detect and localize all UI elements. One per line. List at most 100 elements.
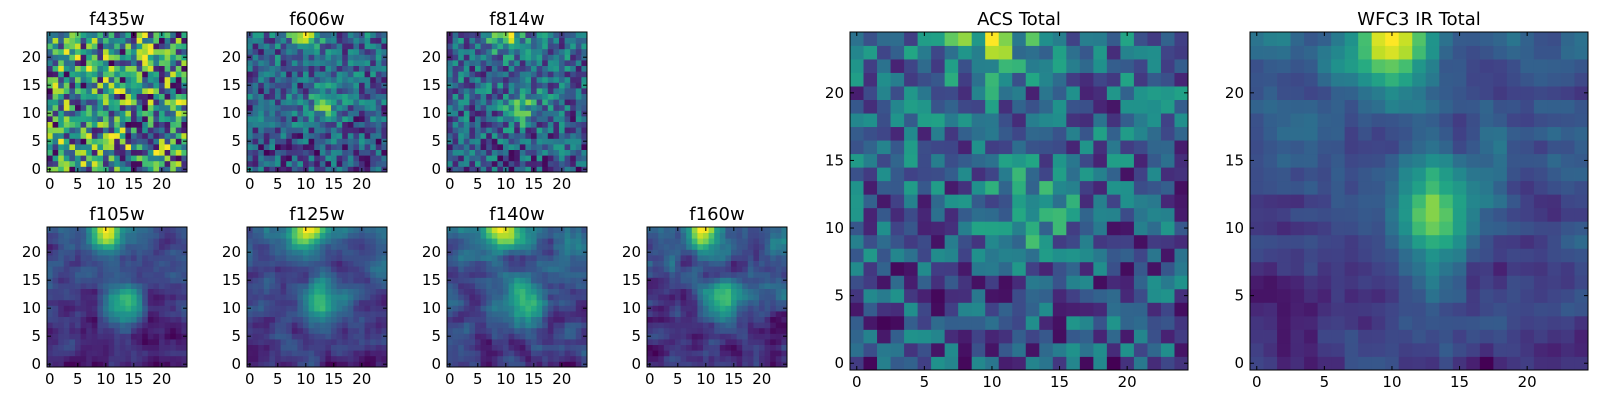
heatmap-cell — [931, 302, 946, 317]
heatmap-cell — [153, 294, 160, 301]
heatmap-cell — [347, 305, 354, 312]
heatmap-cell — [258, 82, 265, 89]
heatmap-cell — [508, 54, 515, 61]
heatmap-cell — [581, 238, 588, 245]
heatmap-cell — [97, 288, 104, 295]
heatmap-cell — [103, 283, 109, 289]
heatmap-cell — [547, 43, 554, 50]
heatmap-cell — [258, 355, 265, 362]
heatmap-cell — [658, 361, 665, 368]
heatmap-cell — [181, 227, 188, 233]
heatmap-cell — [314, 260, 321, 267]
heatmap-cell — [703, 355, 709, 362]
heatmap-cell — [364, 93, 371, 100]
heatmap-cell — [297, 255, 304, 261]
heatmap-cell — [1012, 315, 1027, 330]
heatmap-cell — [1120, 329, 1135, 344]
heatmap-cell — [269, 322, 276, 329]
heatmap-cell — [314, 166, 321, 173]
heatmap-cell — [486, 322, 493, 329]
heatmap-cell — [108, 227, 115, 233]
heatmap-cell — [319, 48, 326, 55]
heatmap-cell — [58, 238, 65, 245]
heatmap-cell — [486, 255, 493, 261]
heatmap-cell — [480, 138, 487, 145]
heatmap-cell — [325, 160, 332, 167]
heatmap-cell — [375, 283, 382, 289]
heatmap-cell — [280, 271, 287, 278]
heatmap-cell — [742, 288, 749, 295]
heatmap-cell — [375, 116, 382, 122]
heatmap-cell — [325, 294, 332, 301]
heatmap-cell — [508, 104, 515, 111]
heatmap-cell — [303, 116, 309, 122]
heatmap-cell — [325, 82, 332, 89]
heatmap-cell — [114, 32, 121, 38]
heatmap-cell — [69, 305, 76, 312]
heatmap-cell — [570, 243, 577, 250]
heatmap-cell — [308, 238, 315, 245]
heatmap-cell — [514, 132, 521, 139]
heatmap-cell — [119, 305, 126, 312]
heatmap-cell — [559, 339, 565, 345]
heatmap-cell — [564, 249, 571, 256]
heatmap-cell — [542, 116, 549, 122]
heatmap-cell — [944, 180, 959, 195]
heatmap-cell — [252, 37, 259, 44]
heatmap-cell — [258, 361, 265, 368]
heatmap-cell — [91, 144, 98, 150]
heatmap-cell — [463, 166, 470, 173]
heatmap-cell — [347, 283, 354, 289]
heatmap-cell — [80, 305, 87, 312]
heatmap-cell — [252, 121, 259, 128]
heatmap-cell — [159, 316, 165, 323]
heatmap-cell — [675, 339, 681, 345]
heatmap-cell — [342, 350, 349, 357]
heatmap-cell — [747, 361, 754, 368]
heatmap-cell — [52, 294, 59, 301]
heatmap-cell — [319, 60, 326, 66]
heatmap-cell — [303, 93, 309, 100]
heatmap-cell — [80, 82, 87, 89]
heatmap-cell — [447, 299, 453, 306]
heatmap-cell — [491, 144, 498, 150]
heatmap-cell — [247, 294, 253, 301]
heatmap-cell — [703, 288, 709, 295]
heatmap-cell — [447, 266, 453, 273]
heatmap-cell — [480, 121, 487, 128]
heatmap-cell — [131, 65, 137, 72]
heatmap-cell — [58, 350, 65, 357]
heatmap-cell — [917, 167, 932, 182]
heatmap-cell — [91, 166, 98, 173]
heatmap-cell — [742, 271, 749, 278]
heatmap-cell — [531, 127, 537, 134]
heatmap-cell — [353, 32, 360, 38]
heatmap-cell — [153, 333, 160, 340]
heatmap-cell — [1174, 167, 1189, 182]
heatmap-cell — [669, 260, 676, 267]
heatmap-cell — [775, 311, 782, 317]
heatmap-cell — [463, 155, 470, 162]
heatmap-cell — [252, 266, 259, 273]
heatmap-cell — [486, 82, 493, 89]
heatmap-cell — [497, 344, 504, 351]
heatmap-cell — [108, 316, 115, 323]
heatmap-cell — [286, 277, 293, 284]
heatmap-cell — [359, 355, 365, 362]
heatmap-cell — [114, 166, 121, 173]
x-tick-label: 0 — [445, 370, 455, 388]
heatmap-cell — [781, 260, 788, 267]
heatmap-cell — [497, 232, 504, 239]
heatmap-cell — [263, 249, 270, 256]
heatmap-cell — [703, 255, 709, 261]
heatmap-cell — [75, 238, 81, 245]
heatmap-cell — [63, 322, 70, 329]
heatmap-cell — [153, 76, 160, 83]
heatmap-cell — [736, 260, 743, 267]
heatmap-cell — [503, 327, 509, 334]
heatmap-cell — [570, 266, 577, 273]
heatmap-cell — [463, 277, 470, 284]
heatmap-cell — [998, 356, 1013, 371]
heatmap-cell — [486, 299, 493, 306]
heatmap-cell — [303, 255, 309, 261]
